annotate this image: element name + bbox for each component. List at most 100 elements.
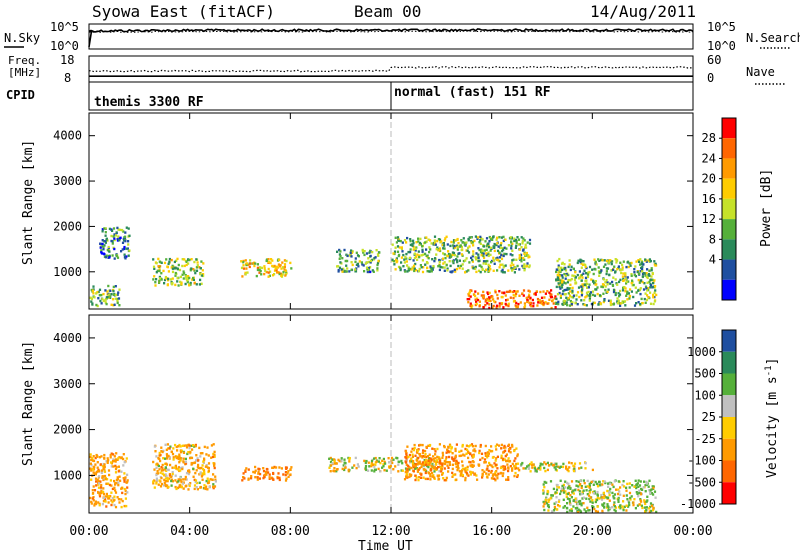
range-cell (397, 237, 400, 241)
range-cell (444, 237, 447, 240)
range-cell (338, 266, 342, 269)
range-cell (174, 485, 177, 489)
range-cell (472, 455, 475, 458)
noise-right-label: N.Search (746, 31, 800, 45)
range-cell (644, 490, 647, 493)
range-cell (116, 299, 119, 303)
range-cell (244, 259, 247, 262)
range-cell (112, 458, 115, 461)
range-cell (462, 241, 465, 244)
range-cell (527, 289, 530, 292)
range-cell (196, 488, 199, 491)
range-cell (99, 463, 102, 466)
range-cell (246, 271, 249, 274)
range-cell (199, 472, 202, 475)
range-cell (158, 268, 161, 271)
range-cell (429, 472, 432, 476)
range-cell (594, 280, 597, 283)
range-cell (168, 477, 171, 480)
range-cell (369, 259, 373, 263)
range-cell (404, 450, 408, 453)
range-cell (561, 276, 564, 279)
range-cell (453, 246, 457, 249)
range-cell (351, 263, 354, 267)
range-cell (654, 496, 657, 499)
range-cell (599, 302, 602, 305)
range-cell (278, 476, 281, 480)
range-cell (194, 480, 197, 484)
range-cell (110, 239, 113, 243)
range-cell (431, 475, 434, 478)
range-cell (107, 469, 111, 472)
range-cell (438, 264, 441, 267)
range-cell (489, 471, 493, 474)
range-cell (194, 479, 198, 482)
range-cell (337, 270, 340, 273)
range-cell (194, 471, 197, 475)
range-cell (204, 465, 207, 468)
range-cell (411, 243, 414, 246)
range-cell (469, 295, 472, 298)
range-cell (331, 462, 334, 465)
range-cell (104, 298, 107, 301)
range-cell (407, 267, 410, 270)
range-cell (179, 275, 182, 279)
range-cell (109, 453, 112, 457)
range-cell (603, 480, 606, 483)
range-cell (408, 473, 411, 476)
range-cell (431, 267, 434, 270)
range-cell (602, 480, 605, 483)
range-cell (273, 465, 276, 469)
range-cell (486, 302, 489, 305)
range-cell (240, 266, 244, 270)
range-cell (164, 477, 168, 480)
range-cell (154, 450, 157, 453)
range-cell (117, 470, 120, 473)
range-cell (241, 275, 244, 278)
range-cell (510, 269, 514, 272)
range-cell (387, 457, 390, 460)
range-cell (164, 468, 167, 471)
range-cell (179, 459, 182, 462)
range-cell (607, 482, 610, 485)
range-cell (613, 505, 616, 508)
range-cell (113, 303, 116, 306)
range-cell (435, 248, 438, 251)
range-cell (639, 493, 642, 496)
range-cell (456, 464, 460, 468)
range-cell (363, 270, 366, 273)
range-cell (405, 457, 408, 460)
range-cell (644, 301, 647, 304)
range-cell (506, 459, 509, 462)
range-cell (526, 300, 529, 304)
range-cell (565, 288, 568, 291)
range-cell (447, 466, 450, 469)
range-cell (508, 459, 512, 463)
range-cell (421, 456, 424, 459)
range-cell (569, 503, 572, 506)
range-cell (528, 264, 531, 267)
range-cell (619, 289, 622, 293)
range-cell (466, 448, 469, 451)
range-cell (515, 447, 518, 450)
range-cell (603, 506, 606, 509)
range-cell (552, 487, 555, 491)
range-cell (443, 266, 446, 269)
xtick-label: 16:00 (472, 524, 511, 539)
range-cell (514, 457, 517, 460)
range-cell (126, 247, 129, 250)
range-cell (590, 480, 593, 484)
range-cell (474, 450, 477, 453)
range-cell (411, 455, 414, 458)
range-cell (528, 255, 531, 258)
range-cell (577, 277, 581, 280)
range-cell (499, 471, 503, 475)
range-cell (121, 248, 124, 251)
range-cell (108, 256, 111, 259)
range-cell (507, 457, 510, 460)
range-cell (493, 249, 496, 253)
range-cell (171, 264, 174, 268)
range-cell (414, 247, 417, 250)
range-cell (161, 467, 164, 470)
range-cell (262, 469, 266, 473)
